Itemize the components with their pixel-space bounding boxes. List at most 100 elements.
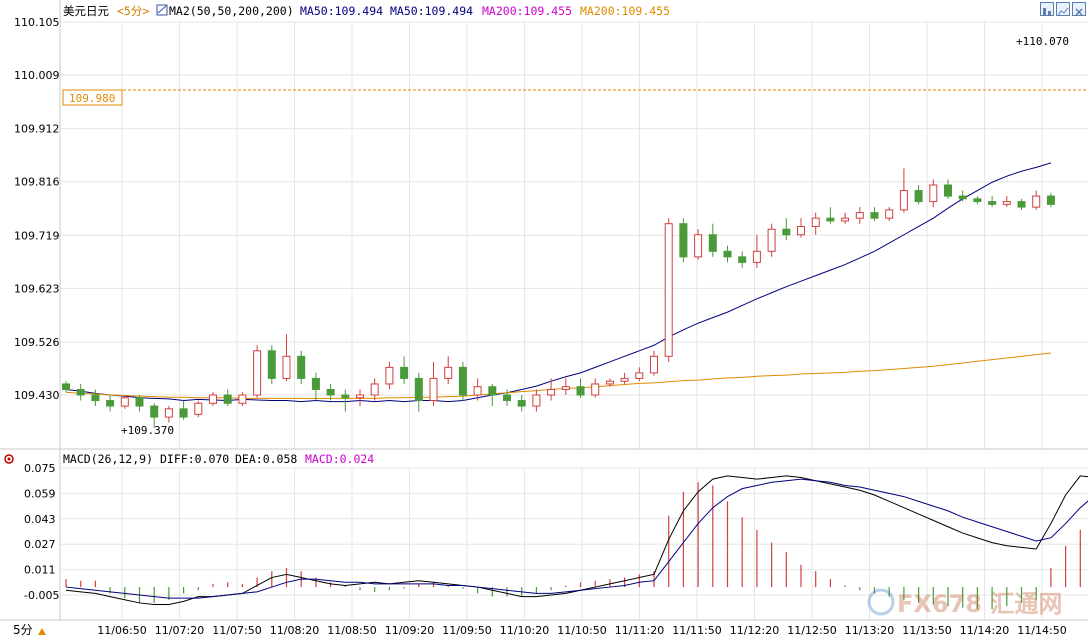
candle-up bbox=[561, 386, 570, 390]
chart-toggle-icon[interactable] bbox=[1040, 2, 1054, 16]
time-tick-label: 11/11:20 bbox=[615, 624, 664, 637]
time-tick-label: 11/07:50 bbox=[212, 624, 261, 637]
candle-up bbox=[885, 209, 894, 219]
time-tick-label: 11/08:50 bbox=[327, 624, 376, 637]
candle-down bbox=[341, 394, 350, 399]
candle-down bbox=[311, 377, 320, 390]
macd-tick-label: 0.027 bbox=[24, 538, 56, 551]
time-axis: 11/06:50 11/07:20 11/07:50 11/08:20 11/08:50… bbox=[97, 624, 1066, 637]
time-tick-label: 11/13:20 bbox=[845, 624, 894, 637]
candle-up bbox=[855, 212, 864, 219]
time-tick-label: 11/06:50 bbox=[97, 624, 146, 637]
watermark-logo bbox=[867, 588, 895, 616]
candle-up bbox=[120, 397, 129, 407]
time-tick-label: 11/09:20 bbox=[385, 624, 434, 637]
candle-up bbox=[664, 223, 673, 357]
chart-settings-glyph bbox=[1057, 7, 1069, 17]
ma50-value-2: MA50:109.494 bbox=[390, 4, 473, 18]
low-value: 109.370 bbox=[128, 424, 174, 437]
candle-down bbox=[91, 394, 100, 402]
macd-dea: DEA:0.058 bbox=[235, 452, 297, 466]
candle-up bbox=[238, 394, 247, 404]
candle-up bbox=[899, 190, 908, 211]
candle-down bbox=[106, 400, 115, 407]
ma200-line bbox=[65, 352, 1051, 399]
candle-up bbox=[929, 184, 938, 203]
candle-down bbox=[1017, 201, 1026, 208]
candle-down bbox=[576, 386, 585, 396]
indicator-label: MA2(50,50,200,200) bbox=[169, 4, 294, 18]
watermark: FX678 汇通网 bbox=[867, 588, 1062, 618]
candle-down bbox=[826, 217, 835, 222]
high-annotation: +110.070 bbox=[1016, 35, 1069, 48]
time-tick-label: 11/12:20 bbox=[730, 624, 779, 637]
candle-up bbox=[444, 366, 453, 379]
macd-label: MACD(26,12,9) bbox=[63, 452, 153, 466]
candle-down bbox=[179, 408, 188, 418]
candles bbox=[62, 168, 1055, 429]
candle-up bbox=[797, 225, 805, 236]
candle-down bbox=[135, 397, 144, 407]
candle-down bbox=[1046, 195, 1055, 205]
period-dropdown-icon[interactable] bbox=[38, 628, 46, 635]
time-tick-label: 11/13:50 bbox=[902, 624, 951, 637]
time-tick-label: 11/07:20 bbox=[155, 624, 204, 637]
period-button[interactable]: 5分 bbox=[13, 623, 33, 637]
candle-up bbox=[164, 408, 173, 418]
time-tick-label: 11/10:50 bbox=[557, 624, 606, 637]
ma50-value: MA50:109.494 bbox=[300, 4, 383, 18]
macd-tick-label: -0.005 bbox=[24, 589, 59, 602]
candle-down bbox=[62, 383, 70, 390]
candle-down bbox=[458, 366, 467, 396]
candle-up bbox=[385, 366, 394, 385]
price-axis: 110.105 110.009 109.912 109.816 109.719 109.6… bbox=[14, 16, 60, 402]
candle-down bbox=[679, 223, 688, 258]
candle-up bbox=[752, 250, 761, 263]
current-price-box bbox=[62, 89, 123, 106]
time-tick-label: 11/08:20 bbox=[270, 624, 319, 637]
candle-up bbox=[620, 377, 629, 382]
candle-up bbox=[194, 402, 203, 415]
macd-axis: 0.075 0.059 0.043 0.027 0.011 -0.005 bbox=[24, 462, 59, 602]
indicator-icon-line bbox=[157, 5, 167, 14]
macd-tick-label: 0.043 bbox=[24, 513, 56, 526]
candle-up bbox=[591, 383, 600, 396]
macd-diff: DIFF:0.070 bbox=[160, 452, 229, 466]
close-icon[interactable] bbox=[1072, 2, 1086, 16]
price-tick-label: 109.912 bbox=[14, 123, 60, 136]
candle-up bbox=[473, 386, 482, 396]
time-tick-label: 11/09:50 bbox=[442, 624, 491, 637]
candle-up bbox=[429, 377, 438, 402]
chart-settings-icon[interactable] bbox=[1056, 2, 1070, 17]
diff-line bbox=[65, 475, 1088, 606]
candle-up bbox=[1032, 195, 1041, 208]
candle-up bbox=[635, 372, 644, 379]
candle-down bbox=[400, 366, 409, 379]
price-tick-label: 109.430 bbox=[14, 389, 60, 402]
candle-down bbox=[738, 256, 747, 263]
low-annotation: +109.370 bbox=[121, 424, 174, 437]
candle-up bbox=[370, 383, 379, 396]
price-tick-label: 109.623 bbox=[14, 282, 60, 295]
price-tick-label: 109.816 bbox=[14, 176, 60, 189]
high-value: 110.070 bbox=[1023, 35, 1069, 48]
macd-tick-label: 0.075 bbox=[24, 462, 56, 475]
candle-up bbox=[650, 355, 658, 374]
candle-down bbox=[150, 405, 159, 418]
price-tick-label: 109.526 bbox=[14, 336, 60, 349]
gear-icon-ring bbox=[4, 454, 14, 464]
candle-up bbox=[767, 228, 776, 252]
gear-icon[interactable] bbox=[4, 454, 14, 464]
candle-down bbox=[267, 350, 276, 379]
candle-down bbox=[973, 198, 982, 203]
dea-line bbox=[65, 478, 1088, 599]
candle-up bbox=[1002, 201, 1011, 205]
current-price-label: 109.980 bbox=[69, 92, 115, 105]
candle-down bbox=[326, 388, 335, 396]
candle-up bbox=[811, 217, 820, 227]
candle-up bbox=[282, 355, 291, 379]
close-glyph bbox=[1075, 8, 1083, 16]
time-tick-label: 11/11:50 bbox=[672, 624, 721, 637]
macd-histogram bbox=[65, 482, 1081, 610]
